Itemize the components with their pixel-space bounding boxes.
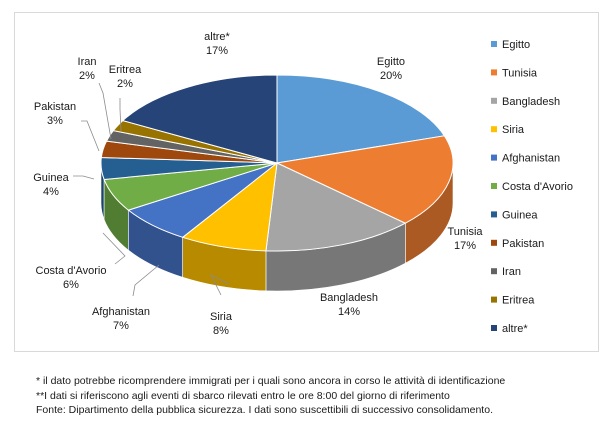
legend-label-afghanistan: Afghanistan	[502, 153, 560, 165]
footnote-source: Fonte: Dipartimento della pubblica sicur…	[36, 404, 493, 416]
pie-slice-egitto[interactable]	[276, 74, 446, 164]
legend-swatch-bangladesh	[491, 97, 497, 104]
legend-label-eritrea: Eritrea	[502, 295, 535, 307]
legend-swatch-afghanistan	[491, 154, 497, 161]
data-label-value-altre: 17%	[206, 45, 228, 57]
legend-label-pakistan: Pakistan	[502, 238, 544, 250]
pie-slice-tunisia[interactable]	[275, 135, 454, 224]
data-label-name-altre: altre*	[204, 31, 230, 43]
legend-swatch-egitto	[491, 41, 497, 47]
data-label-name-guinea: Guinea	[33, 172, 69, 184]
legend-swatch-tunisia	[491, 69, 497, 76]
footnote-identification: * il dato potrebbe ricomprendere immigra…	[36, 375, 506, 387]
legend-label-iran: Iran	[502, 266, 521, 278]
leader-line-guinea	[73, 175, 95, 180]
legend-label-bangladesh: Bangladesh	[502, 96, 560, 108]
data-label-name-eritrea: Eritrea	[109, 64, 142, 76]
data-label-value-pakistan: 3%	[47, 115, 63, 127]
data-label-value-afghanistan: 7%	[113, 320, 129, 332]
pie-slice-bangladesh[interactable]	[265, 162, 407, 252]
data-label-value-costa-d-avorio: 6%	[63, 279, 79, 291]
leader-line-costa-d-avorio	[102, 232, 126, 265]
legend-label-altre: altre*	[502, 323, 528, 335]
legend-swatch-iran	[491, 268, 497, 275]
legend-label-guinea: Guinea	[502, 209, 538, 221]
legend-label-siria: Siria	[502, 124, 525, 136]
pie-top	[100, 74, 454, 252]
legend-swatch-guinea	[491, 211, 497, 218]
data-label-name-tunisia: Tunisia	[447, 226, 483, 238]
data-label-value-eritrea: 2%	[117, 78, 133, 90]
data-label-value-siria: 8%	[213, 325, 229, 337]
legend-swatch-siria	[491, 126, 497, 133]
data-label-name-egitto: Egitto	[377, 56, 405, 68]
leader-line-eritrea	[119, 98, 122, 132]
data-label-name-afghanistan: Afghanistan	[92, 306, 150, 318]
data-label-name-costa-d-avorio: Costa d'Avorio	[36, 265, 107, 277]
data-label-value-guinea: 4%	[43, 186, 59, 198]
pie-slice-siria[interactable]	[181, 161, 278, 252]
data-label-value-tunisia: 17%	[454, 240, 476, 252]
legend-label-egitto: Egitto	[502, 39, 530, 51]
data-label-name-pakistan: Pakistan	[34, 101, 76, 113]
data-labels: Egitto 20% Tunisia 17% Bangladesh 14% Siria 8% A…	[33, 31, 483, 337]
legend-label-costa-d-avorio: Costa d'Avorio	[502, 181, 573, 193]
leader-line-siria	[210, 274, 230, 296]
data-label-value-iran: 2%	[79, 70, 95, 82]
leader-line-afghanistan	[132, 264, 160, 297]
pie-slice-altre[interactable]	[121, 74, 278, 164]
legend: Egitto Tunisia Bangladesh Siria Afghanistan C…	[491, 39, 573, 335]
legend-swatch-eritrea	[491, 296, 497, 303]
legend-swatch-pakistan	[491, 239, 497, 246]
data-label-value-egitto: 20%	[380, 70, 402, 82]
data-label-value-bangladesh: 14%	[338, 306, 360, 318]
chart-frame: Egitto 20% Tunisia 17% Bangladesh 14% Siria 8% A…	[14, 12, 599, 352]
leader-line-iran	[98, 82, 112, 140]
data-label-name-iran: Iran	[78, 56, 97, 68]
footnote-landing-time: **I dati si riferiscono agli eventi di s…	[36, 389, 450, 402]
legend-swatch-costa-d-avorio	[491, 183, 497, 189]
footnotes: * il dato potrebbe ricomprendere immigra…	[36, 374, 505, 418]
data-label-name-siria: Siria	[210, 311, 233, 323]
legend-swatch-altre	[491, 325, 497, 331]
pie-chart: Egitto 20% Tunisia 17% Bangladesh 14% Siria 8% A…	[33, 31, 573, 337]
legend-label-tunisia: Tunisia	[502, 67, 538, 79]
leader-line-pakistan	[81, 120, 100, 152]
data-label-name-bangladesh: Bangladesh	[320, 292, 378, 304]
